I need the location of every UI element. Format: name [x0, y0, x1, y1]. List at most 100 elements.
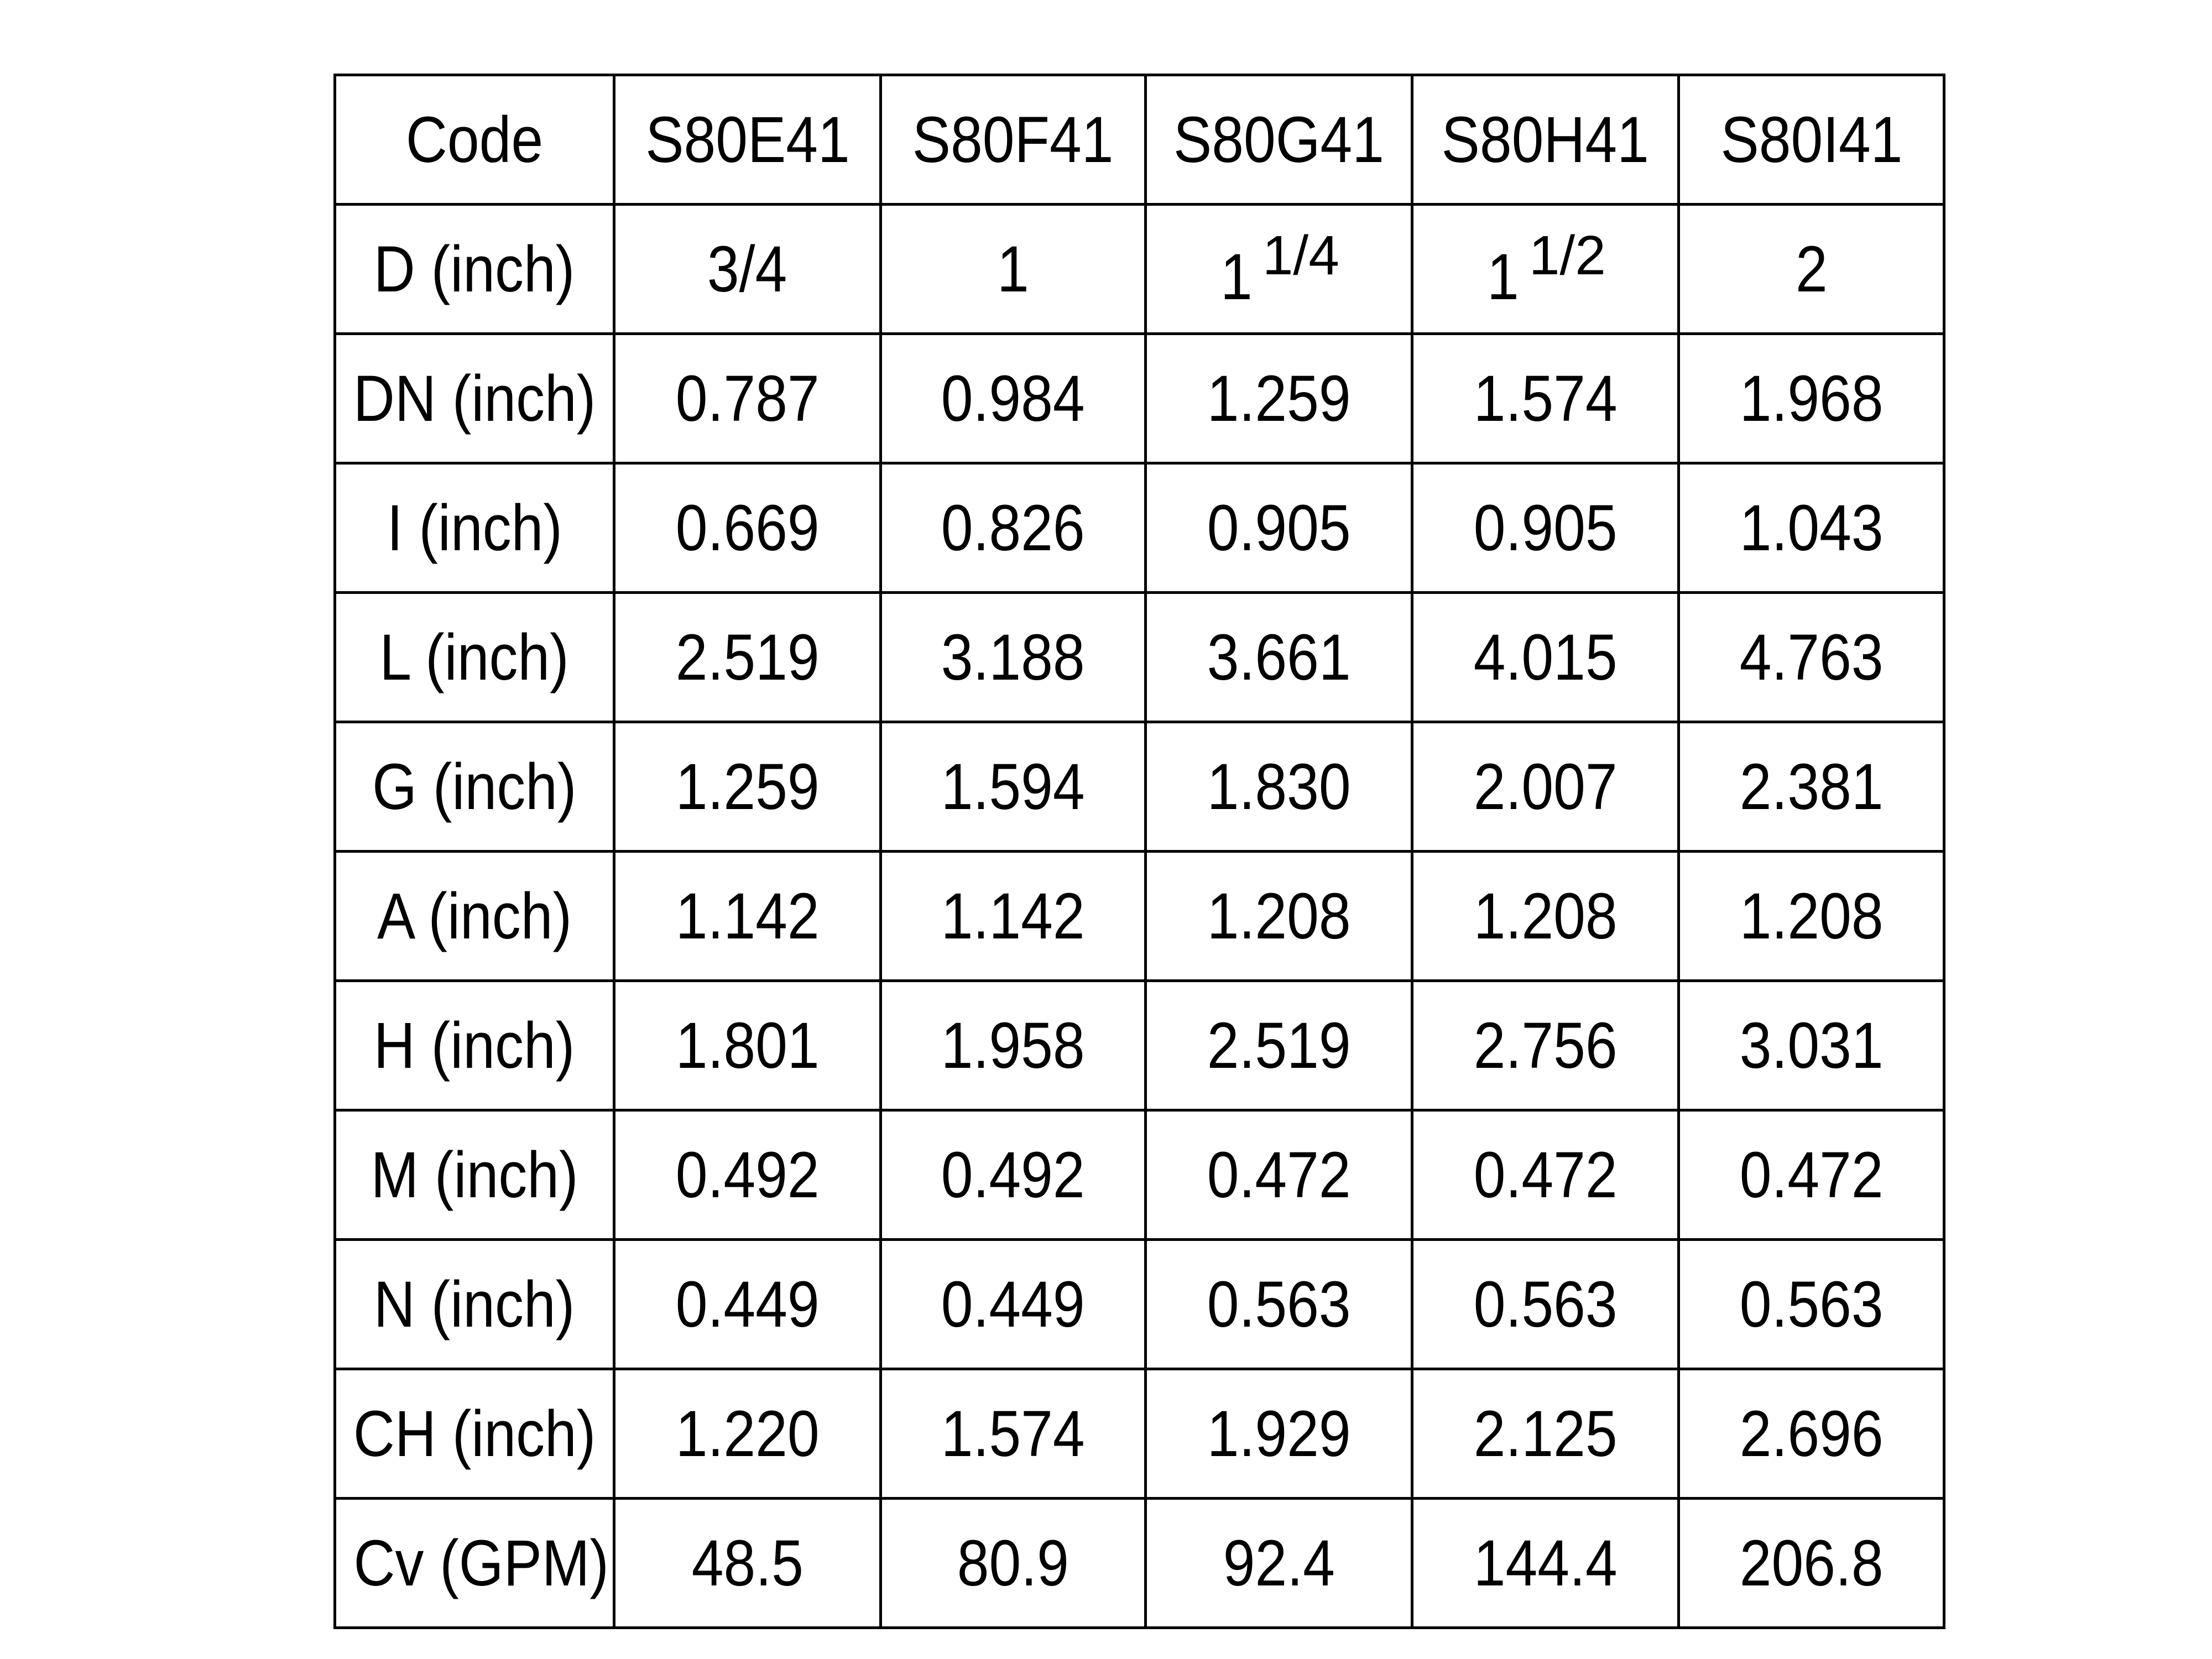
row-label: L (inch) — [379, 620, 570, 694]
cell-text: 0.669 — [675, 491, 820, 565]
table-cell: 0.984 — [879, 332, 1147, 465]
cell-text: 0.563 — [1473, 1267, 1618, 1341]
table-row: Cv (GPM) 48.5 80.9 92.4 144.4 206.8 — [333, 1497, 1945, 1629]
cell-text: 0.449 — [675, 1267, 820, 1341]
row-label: Cv (GPM) — [353, 1526, 609, 1600]
row-label: CH (inch) — [353, 1397, 596, 1470]
whole-number: 1 — [1220, 240, 1253, 314]
table-cell: L (inch) — [333, 591, 615, 723]
row-label: DN (inch) — [353, 362, 596, 435]
cell-text: 1.801 — [675, 1009, 820, 1082]
table-cell: 1 — [879, 203, 1147, 335]
cell-text: 1.594 — [941, 750, 1085, 823]
table-cell: G (inch) — [333, 721, 615, 853]
table-cell: 0.563 — [1677, 1238, 1945, 1370]
cell-text: 3.031 — [1739, 1009, 1884, 1082]
table-cell: 1.968 — [1677, 332, 1945, 465]
table-cell: 0.449 — [879, 1238, 1147, 1370]
cell-text: 3.661 — [1207, 620, 1351, 694]
table-cell: 0.826 — [879, 462, 1147, 594]
row-label: M (inch) — [371, 1138, 578, 1212]
fraction: 1/2 — [1528, 224, 1606, 286]
cell-text: 2.519 — [675, 620, 820, 694]
cell-text: 2 — [1795, 232, 1828, 306]
cell-text: 0.563 — [1739, 1267, 1884, 1341]
cell-text: 1.259 — [1207, 362, 1351, 435]
cell-text: 1.259 — [675, 750, 820, 823]
row-label: Code — [405, 103, 544, 176]
table-cell: 0.563 — [1144, 1238, 1413, 1370]
row-label: G (inch) — [372, 750, 577, 823]
table-cell: 2.519 — [1144, 979, 1413, 1112]
table-cell: Code — [333, 74, 615, 206]
cell-text: 0.787 — [675, 362, 820, 435]
cell-text: 92.4 — [1223, 1526, 1335, 1600]
cell-text: S80I41 — [1720, 103, 1903, 176]
table-cell: 92.4 — [1144, 1497, 1413, 1629]
cell-text: 3.188 — [941, 620, 1085, 694]
fraction: 1/4 — [1262, 224, 1339, 286]
table-cell: 2 — [1677, 203, 1945, 335]
cell-text: 1.830 — [1207, 750, 1351, 823]
table-cell: 4.763 — [1677, 591, 1945, 723]
cell-text: 144.4 — [1473, 1526, 1618, 1600]
table-cell: I (inch) — [333, 462, 615, 594]
cell-text: 1.574 — [941, 1397, 1085, 1470]
cell-text: 3/4 — [707, 232, 787, 306]
table-cell: 2.007 — [1411, 721, 1680, 853]
table-row: A (inch) 1.142 1.142 1.208 1.208 1.208 — [333, 850, 1945, 982]
table-cell: 1.208 — [1144, 850, 1413, 982]
cell-text: 4.015 — [1473, 620, 1618, 694]
table-cell: Cv (GPM) — [333, 1497, 615, 1629]
cell-text: 0.472 — [1473, 1138, 1618, 1212]
table-body: Code S80E41 S80F41 S80G41 S80H41 S80I41 D (inc… — [333, 74, 1945, 1629]
table-row: L (inch) 2.519 3.188 3.661 4.015 4.763 — [333, 591, 1945, 723]
table-cell: H (inch) — [333, 979, 615, 1112]
cell-text: 1.958 — [941, 1009, 1085, 1082]
spec-table: Code S80E41 S80F41 S80G41 S80H41 S80I41 D (inc… — [333, 74, 1945, 1629]
table-cell: 1.043 — [1677, 462, 1945, 594]
cell-text: 1.043 — [1739, 491, 1884, 565]
table-cell: 1.929 — [1144, 1368, 1413, 1500]
row-label: H (inch) — [374, 1009, 575, 1082]
cell-text: 80.9 — [957, 1526, 1070, 1600]
table-cell: 0.472 — [1677, 1109, 1945, 1241]
cell-text: 1.929 — [1207, 1397, 1351, 1470]
cell-text: 1.142 — [941, 879, 1085, 953]
cell-text: S80G41 — [1173, 103, 1385, 176]
cell-text: 1.208 — [1207, 879, 1351, 953]
table-cell: 3.661 — [1144, 591, 1413, 723]
cell-text: 2.696 — [1739, 1397, 1884, 1470]
table-cell: 1 1/4 — [1144, 203, 1413, 335]
table-cell: S80F41 — [879, 74, 1147, 206]
table-cell: 1.259 — [613, 721, 882, 853]
table-cell: 0.492 — [879, 1109, 1147, 1241]
cell-text: 48.5 — [691, 1526, 804, 1600]
table-row: N (inch) 0.449 0.449 0.563 0.563 0.563 — [333, 1238, 1945, 1370]
table-cell: 2.696 — [1677, 1368, 1945, 1500]
table-row: I (inch) 0.669 0.826 0.905 0.905 1.043 — [333, 462, 1945, 594]
cell-text: 1.208 — [1473, 879, 1618, 953]
header-row: Code S80E41 S80F41 S80G41 S80H41 S80I41 — [333, 74, 1945, 206]
whole-number: 1 — [1487, 240, 1519, 314]
cell-text: 2.381 — [1739, 750, 1884, 823]
table-cell: 3.188 — [879, 591, 1147, 723]
table-row: CH (inch) 1.220 1.574 1.929 2.125 2.696 — [333, 1368, 1945, 1500]
table-cell: 1.220 — [613, 1368, 882, 1500]
cell-text: 0.984 — [941, 362, 1085, 435]
cell-text: S80E41 — [645, 103, 850, 176]
table-cell: 1.208 — [1677, 850, 1945, 982]
table-cell: 4.015 — [1411, 591, 1680, 723]
table-cell: 0.492 — [613, 1109, 882, 1241]
row-label: A (inch) — [377, 879, 572, 953]
cell-text: 1.220 — [675, 1397, 820, 1470]
cell-text: 0.905 — [1207, 491, 1351, 565]
cell-text: 2.125 — [1473, 1397, 1618, 1470]
cell-text: 2.007 — [1473, 750, 1618, 823]
cell-text: S80F41 — [912, 103, 1114, 176]
table-row: H (inch) 1.801 1.958 2.519 2.756 3.031 — [333, 979, 1945, 1112]
cell-text: 0.472 — [1739, 1138, 1884, 1212]
table-cell: 0.905 — [1411, 462, 1680, 594]
cell-text: 1 — [997, 232, 1029, 306]
